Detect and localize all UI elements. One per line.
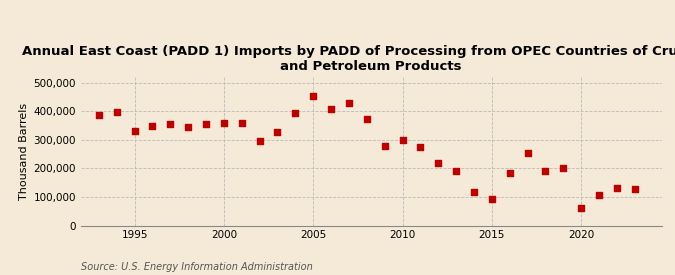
Title: Annual East Coast (PADD 1) Imports by PADD of Processing from OPEC Countries of : Annual East Coast (PADD 1) Imports by PA…: [22, 45, 675, 73]
Point: [576, 205, 587, 210]
Point: [254, 139, 265, 143]
Point: [290, 111, 301, 116]
Point: [111, 109, 122, 114]
Point: [487, 197, 497, 201]
Point: [415, 145, 426, 149]
Point: [612, 185, 622, 190]
Point: [468, 189, 479, 194]
Point: [308, 94, 319, 98]
Point: [397, 138, 408, 143]
Point: [629, 187, 640, 191]
Point: [451, 169, 462, 173]
Point: [325, 107, 336, 111]
Point: [236, 120, 247, 125]
Point: [93, 113, 104, 117]
Point: [183, 125, 194, 129]
Point: [433, 161, 443, 166]
Point: [219, 121, 230, 125]
Y-axis label: Thousand Barrels: Thousand Barrels: [20, 103, 30, 200]
Point: [540, 169, 551, 174]
Point: [165, 122, 176, 127]
Point: [200, 121, 211, 126]
Point: [129, 128, 140, 133]
Point: [504, 170, 515, 175]
Point: [147, 124, 158, 129]
Point: [379, 144, 390, 148]
Text: Source: U.S. Energy Information Administration: Source: U.S. Energy Information Administ…: [81, 262, 313, 272]
Point: [361, 117, 372, 121]
Point: [593, 193, 604, 197]
Point: [522, 151, 533, 155]
Point: [558, 166, 568, 170]
Point: [344, 101, 354, 106]
Point: [272, 130, 283, 134]
